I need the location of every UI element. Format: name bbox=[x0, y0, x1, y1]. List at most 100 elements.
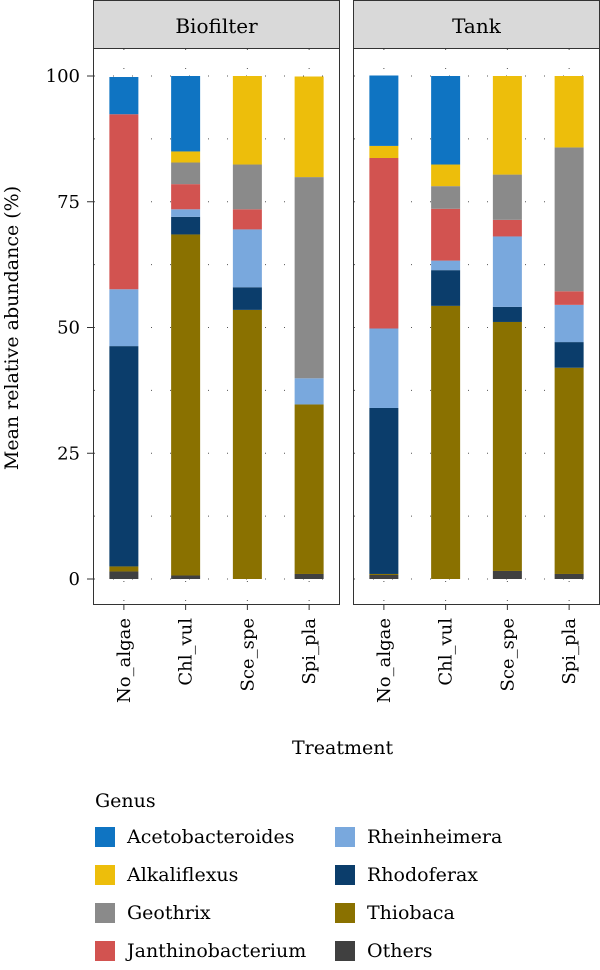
bar-segment-rhodoferax bbox=[109, 346, 139, 567]
legend-item-thiobaca: Thiobaca bbox=[335, 894, 575, 932]
bar-segment-rheinheimera bbox=[171, 209, 201, 217]
bar-segment-thiobaca bbox=[554, 367, 584, 574]
bar-segment-geothrix bbox=[171, 162, 201, 185]
bar-segment-rheinheimera bbox=[431, 260, 461, 271]
x-tick-label: Spi_pla bbox=[299, 618, 320, 685]
x-axis-title: Treatment bbox=[292, 737, 394, 759]
bar-segment-janthinobacterium bbox=[554, 291, 584, 305]
bar-segment-rhodoferax bbox=[369, 407, 399, 574]
bar-segment-alkaliflexus bbox=[431, 164, 461, 187]
bar-segment-rhodoferax bbox=[492, 306, 522, 322]
x-tick-label: Spi_pla bbox=[559, 618, 580, 685]
bar-segment-janthinobacterium bbox=[171, 184, 201, 210]
facet-label: Biofilter bbox=[175, 14, 258, 38]
x-tick-label: Chl_vul bbox=[436, 618, 457, 686]
facet-strip-biofilter bbox=[93, 0, 340, 49]
bar-segment-thiobaca bbox=[232, 309, 262, 579]
bar-segment-rheinheimera bbox=[492, 236, 522, 307]
bar-segment-acetobacteroides bbox=[171, 76, 201, 152]
x-tick-label: Sce_spe bbox=[237, 618, 258, 691]
bar-segment-thiobaca bbox=[109, 566, 139, 572]
bar-segment-geothrix bbox=[431, 186, 461, 209]
legend-label: Others bbox=[367, 940, 433, 962]
bar-segment-janthinobacterium bbox=[369, 157, 399, 329]
y-axis-title: Mean relative abundance (%) bbox=[1, 186, 23, 470]
bar-segment-alkaliflexus bbox=[369, 145, 399, 158]
legend-label: Rheinheimera bbox=[367, 826, 503, 848]
bar-segment-geothrix bbox=[554, 147, 584, 292]
legend-swatch bbox=[95, 941, 115, 961]
bar-segment-rheinheimera bbox=[109, 289, 139, 347]
bar-segment-others bbox=[369, 574, 399, 579]
legend-swatch bbox=[95, 827, 115, 847]
bar-segment-rhodoferax bbox=[554, 342, 584, 368]
legend-label: Geothrix bbox=[127, 902, 211, 924]
legend-item-janthinobacterium: Janthinobacterium bbox=[95, 932, 335, 970]
panel-border bbox=[93, 48, 340, 605]
bar-segment-rheinheimera bbox=[294, 378, 324, 405]
bar-segment-others bbox=[171, 575, 201, 579]
legend-swatch bbox=[335, 903, 355, 923]
x-tick-label: Sce_spe bbox=[497, 618, 518, 691]
legend-title: Genus bbox=[95, 790, 156, 812]
legend-items: Acetobacteroides Alkaliflexus Geothrix Jant… bbox=[95, 818, 575, 970]
bar-segment-rhodoferax bbox=[431, 270, 461, 306]
bar-segment-janthinobacterium bbox=[492, 219, 522, 237]
bar-segment-alkaliflexus bbox=[171, 151, 201, 163]
bar-segment-acetobacteroides bbox=[369, 75, 399, 146]
bar-segment-rheinheimera bbox=[554, 304, 584, 343]
legend-item-rheinheimera: Rheinheimera bbox=[335, 818, 575, 856]
bar-segment-rhodoferax bbox=[171, 216, 201, 235]
bar-segment-geothrix bbox=[492, 174, 522, 220]
bar-segment-rheinheimera bbox=[369, 328, 399, 408]
bar-segment-geothrix bbox=[232, 164, 262, 210]
legend-item-others: Others bbox=[335, 932, 575, 970]
bar-segment-thiobaca bbox=[171, 234, 201, 576]
bar-segment-geothrix bbox=[294, 177, 324, 379]
bar-segment-thiobaca bbox=[294, 404, 324, 574]
bar-segment-rhodoferax bbox=[232, 287, 262, 310]
bar-segment-thiobaca bbox=[492, 321, 522, 571]
bar-segment-others bbox=[492, 570, 522, 579]
x-tick-label: No_algae bbox=[374, 618, 395, 703]
bar-segment-others bbox=[109, 571, 139, 579]
legend-item-rhodoferax: Rhodoferax bbox=[335, 856, 575, 894]
legend-swatch bbox=[335, 827, 355, 847]
bar-segment-alkaliflexus bbox=[554, 76, 584, 148]
y-tick-label: 50 bbox=[57, 318, 80, 339]
bar-segment-acetobacteroides bbox=[109, 77, 139, 115]
bar-segment-rheinheimera bbox=[232, 229, 262, 288]
legend-item-acetobacteroides: Acetobacteroides bbox=[95, 818, 335, 856]
bar-segment-janthinobacterium bbox=[232, 209, 262, 230]
legend-swatch bbox=[335, 941, 355, 961]
legend-item-alkaliflexus: Alkaliflexus bbox=[95, 856, 335, 894]
legend-swatch bbox=[95, 903, 115, 923]
y-tick-label: 25 bbox=[57, 443, 80, 464]
bar-segment-alkaliflexus bbox=[232, 76, 262, 165]
legend-swatch bbox=[335, 865, 355, 885]
bar-segment-acetobacteroides bbox=[431, 76, 461, 165]
x-tick-label: No_algae bbox=[114, 618, 135, 703]
bar-segment-thiobaca bbox=[369, 573, 399, 575]
bar-segment-alkaliflexus bbox=[294, 76, 324, 178]
stacked-bar-chart: Mean relative abundance (%) 0 25 50 75 100 Bio… bbox=[1, 0, 600, 703]
x-tick-label: Chl_vul bbox=[176, 618, 197, 686]
legend-item-geothrix: Geothrix bbox=[95, 894, 335, 932]
bar-segment-janthinobacterium bbox=[109, 114, 139, 290]
legend: Genus Acetobacteroides Alkaliflexus Geothr… bbox=[95, 790, 575, 970]
legend-label: Rhodoferax bbox=[367, 864, 478, 886]
bar-segment-thiobaca bbox=[431, 305, 461, 579]
y-tick-label: 75 bbox=[57, 192, 80, 213]
y-tick-label: 100 bbox=[46, 66, 80, 87]
bar-segment-janthinobacterium bbox=[431, 208, 461, 261]
facet-label: Tank bbox=[452, 14, 502, 38]
bar-segment-others bbox=[554, 573, 584, 579]
legend-label: Alkaliflexus bbox=[127, 864, 239, 886]
legend-label: Acetobacteroides bbox=[127, 826, 295, 848]
y-tick-label: 0 bbox=[69, 569, 80, 590]
legend-swatch bbox=[95, 865, 115, 885]
bar-segment-others bbox=[294, 573, 324, 579]
bar-segment-alkaliflexus bbox=[492, 76, 522, 175]
legend-label: Janthinobacterium bbox=[127, 940, 307, 962]
legend-label: Thiobaca bbox=[367, 902, 455, 924]
